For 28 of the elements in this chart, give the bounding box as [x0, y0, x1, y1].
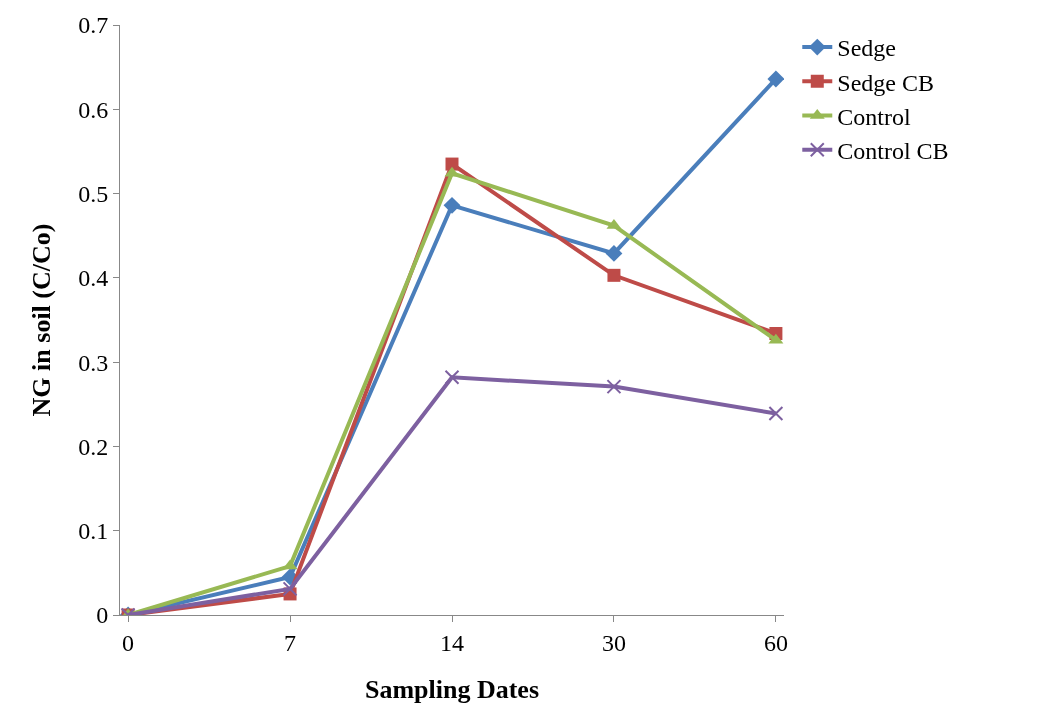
y-axis-title: NG in soil (C/Co) [26, 223, 56, 417]
point [443, 196, 461, 214]
legend-label: Control [837, 103, 911, 130]
y-tick-label: 0.4 [78, 265, 109, 292]
legend-label: Sedge CB [837, 69, 934, 96]
x-tick-label: 7 [284, 629, 297, 656]
x-tick-label: 14 [440, 629, 464, 656]
legend-label: Sedge [837, 35, 896, 62]
point [282, 581, 298, 597]
point [445, 157, 459, 171]
legend-label: Control CB [837, 138, 949, 165]
y-tick-label: 0.5 [78, 180, 109, 207]
y-tick-label: 0.6 [78, 96, 109, 123]
y-tick-label: 0.7 [78, 12, 109, 39]
x-tick-label: 0 [122, 629, 135, 656]
point [605, 244, 623, 262]
point [768, 406, 784, 422]
y-tick-label: 0.1 [78, 518, 109, 545]
point [607, 268, 621, 282]
point [767, 70, 784, 88]
x-axis-title: Sampling Dates [364, 675, 540, 705]
y-tick-label: 0.2 [78, 433, 109, 460]
x-tick-label: 30 [601, 629, 626, 656]
point [444, 369, 460, 385]
y-tick-label: 0 [96, 602, 109, 629]
point [606, 379, 622, 395]
y-tick-label: 0.3 [78, 349, 109, 376]
x-tick-label: 60 [763, 629, 788, 656]
